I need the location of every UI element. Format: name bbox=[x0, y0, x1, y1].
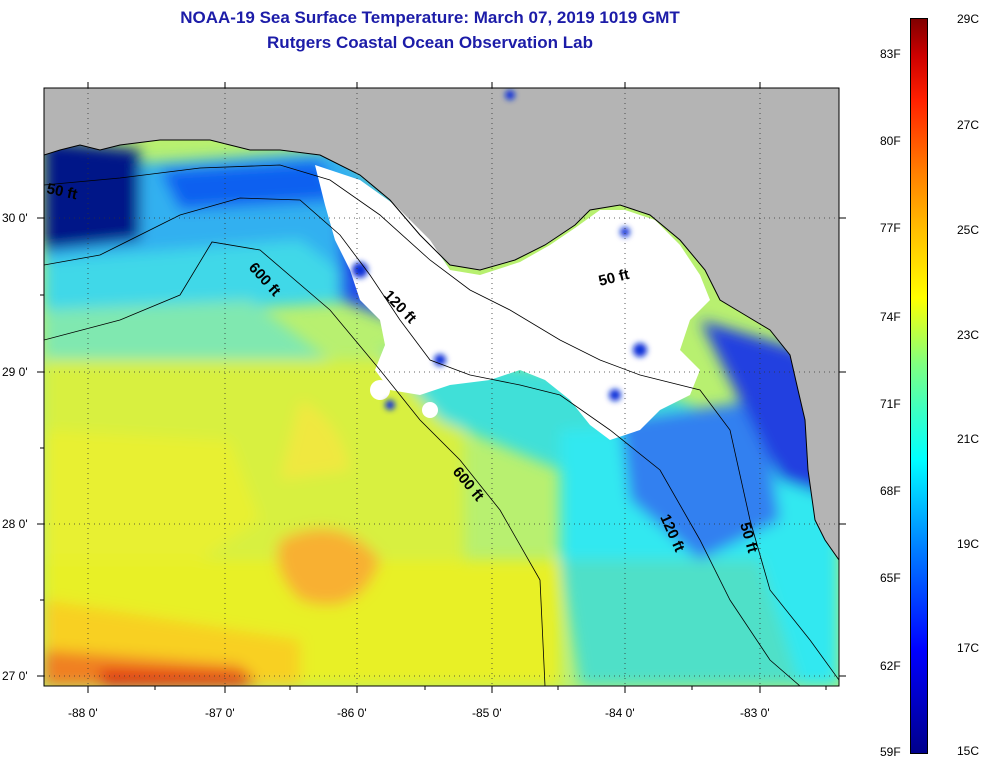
lon-label-87: -87 0' bbox=[205, 706, 235, 720]
lon-label-84: -84 0' bbox=[605, 706, 635, 720]
temperature-colorbar bbox=[910, 18, 928, 754]
lat-label-30: 30 0' bbox=[2, 211, 28, 225]
isobath-120ft bbox=[44, 197, 801, 686]
coastline bbox=[44, 139, 839, 561]
isobath-50ft bbox=[44, 164, 839, 681]
map-subtitle: Rutgers Coastal Ocean Observation Lab bbox=[267, 33, 593, 52]
cbar-f-83: 83F bbox=[880, 47, 901, 61]
cbar-f-59: 59F bbox=[880, 745, 901, 759]
lon-label-83: -83 0' bbox=[740, 706, 770, 720]
cbar-f-74: 74F bbox=[880, 310, 901, 324]
cbar-c-19: 19C bbox=[957, 537, 980, 551]
lon-label-86: -86 0' bbox=[337, 706, 367, 720]
contour-label-50ft-a: 50 ft bbox=[597, 266, 631, 290]
cbar-c-15: 15C bbox=[957, 744, 980, 758]
lat-label-28: 28 0' bbox=[2, 517, 28, 531]
cbar-c-21: 21C bbox=[957, 432, 980, 446]
axis-ticks bbox=[37, 82, 846, 693]
lon-label-88: -88 0' bbox=[68, 706, 98, 720]
contour-label-50ft-c: 50 ft bbox=[45, 180, 79, 203]
lat-label-29: 29 0' bbox=[2, 365, 28, 379]
cbar-f-71: 71F bbox=[880, 397, 901, 411]
map-frame bbox=[43, 87, 840, 687]
cbar-c-25: 25C bbox=[957, 223, 980, 237]
cbar-f-68: 68F bbox=[880, 484, 901, 498]
cbar-f-80: 80F bbox=[880, 134, 901, 148]
cloud-mask bbox=[315, 165, 710, 440]
lon-label-85: -85 0' bbox=[472, 706, 502, 720]
cbar-c-27: 27C bbox=[957, 118, 980, 132]
cbar-c-29: 29C bbox=[957, 12, 980, 26]
isobath-600ft bbox=[44, 241, 546, 686]
cbar-c-23: 23C bbox=[957, 328, 980, 342]
cbar-f-62: 62F bbox=[880, 659, 901, 673]
map-title: NOAA-19 Sea Surface Temperature: March 0… bbox=[180, 8, 680, 27]
cbar-f-65: 65F bbox=[880, 571, 901, 585]
land-area bbox=[44, 88, 839, 560]
cbar-f-77: 77F bbox=[880, 221, 901, 235]
lat-label-27: 27 0' bbox=[2, 669, 28, 683]
cbar-c-17: 17C bbox=[957, 641, 980, 655]
